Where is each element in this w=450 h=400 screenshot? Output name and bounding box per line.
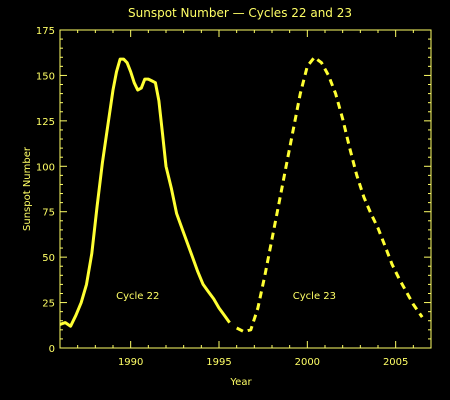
y-axis-label: Sunspot Number	[22, 146, 33, 231]
y-tick-label: 150	[36, 71, 55, 82]
y-tick-label: 0	[49, 344, 55, 355]
y-tick-label: 75	[42, 208, 55, 219]
x-tick-label: 1995	[206, 357, 231, 368]
annotations: Cycle 22 Cycle 23	[116, 291, 336, 302]
y-tick-label: 25	[42, 299, 55, 310]
series-group	[59, 55, 424, 334]
y-tick-label: 125	[36, 117, 55, 128]
x-tick-label: 2005	[383, 357, 408, 368]
x-axis-label: Year	[229, 377, 252, 388]
cycle-annotation: Cycle 23	[293, 291, 336, 302]
plot-frame	[59, 29, 432, 349]
axis-ticks: 1990 1995 2000 2005 0 25 50 75 100 125 150 175	[36, 26, 432, 368]
x-tick-label: 1990	[118, 357, 143, 368]
series-line-cycle-22	[59, 57, 231, 328]
y-tick-label: 50	[42, 253, 55, 264]
chart-title: Sunspot Number — Cycles 22 and 23	[128, 6, 352, 20]
x-tick-label: 2000	[295, 357, 320, 368]
y-tick-label: 175	[36, 26, 55, 37]
cycle-annotation: Cycle 22	[116, 291, 159, 302]
y-tick-label: 100	[36, 162, 55, 173]
